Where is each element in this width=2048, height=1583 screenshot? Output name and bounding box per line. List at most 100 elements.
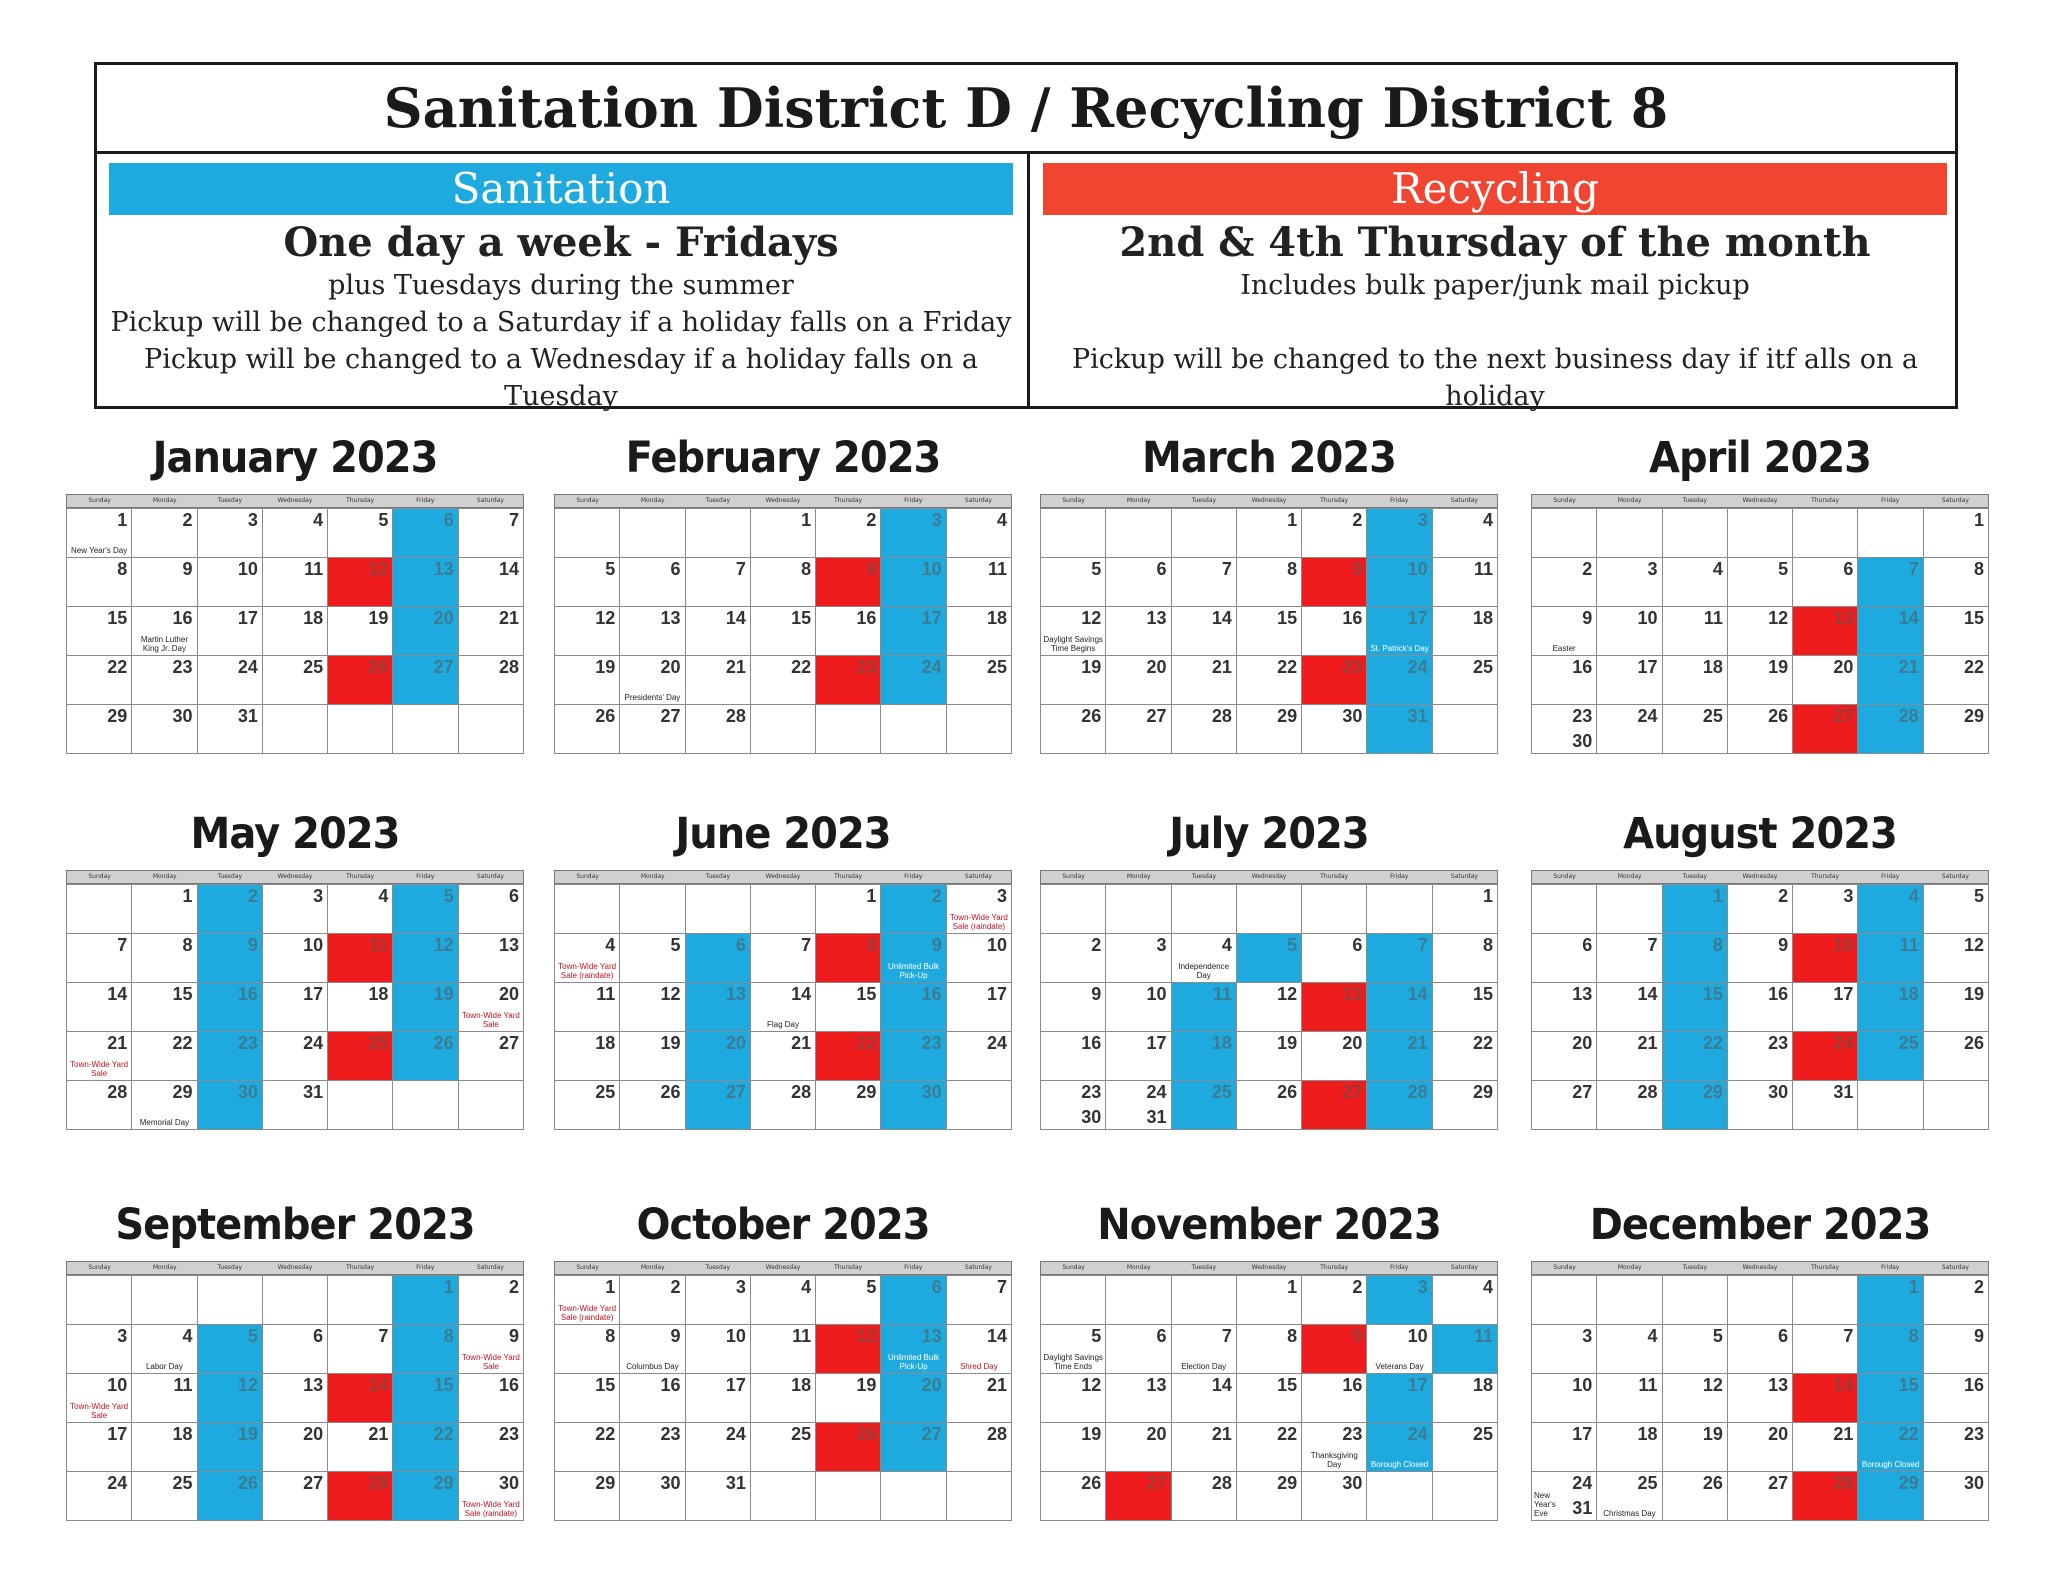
weekday-label: Friday [1881,497,1900,504]
day-number: 9 [508,1326,519,1346]
day-number: 18 [303,608,324,628]
day-number: 8 [801,559,812,579]
day-number: 16 [660,1375,681,1395]
day-number: 19 [237,1424,258,1444]
day-number: 26 [433,1033,454,1053]
day-cell: 3 [1106,934,1172,983]
day-number: 26 [856,1424,877,1444]
day-cell: 4 [946,509,1012,558]
day-number: 9 [931,935,942,955]
day-note: Flag Day [766,1020,799,1029]
day-cell: 1 [1923,509,1989,558]
weekday-label: Tuesday [1682,1264,1708,1271]
day-note: Presidents' Day [624,693,681,702]
day-cell: 7 [328,1325,394,1374]
day-number: 30 [1768,1082,1789,1102]
day-cell: 10 [1106,983,1172,1032]
day-cell: 21 [1793,1423,1859,1472]
day-cell: 10 Town-Wide Yard Sale [67,1374,133,1423]
empty-day-cell [458,705,524,754]
day-cell: 21 [1858,656,1924,705]
day-number: 19 [368,608,389,628]
weekday-header: Sunday Monday Tuesday Wednesday Thursday Frid… [1531,870,1989,884]
month-august: August 2023 Sunday Monday Tuesday Wednesday T… [1531,804,1989,1130]
day-number: 19 [660,1033,681,1053]
month-title: October 2023 [636,1200,930,1250]
day-note: Easter [1552,644,1576,653]
weekday-label: Thursday [1320,873,1349,880]
weekday-label: Saturday [964,1264,992,1271]
day-number: 18 [1211,1033,1232,1053]
day-number: 8 [1482,935,1493,955]
day-number: 25 [1898,1033,1919,1053]
day-cell: 29 [1432,1081,1498,1130]
month-may: May 2023 Sunday Monday Tuesday Wednesday Thur… [66,804,524,1130]
weekday-label: Wednesday [1251,873,1287,880]
day-number: 13 [303,1375,324,1395]
empty-day-cell [328,1081,394,1130]
day-cell: 12 [197,1374,263,1423]
empty-day-cell [393,705,459,754]
day-number: 1 [801,510,812,530]
day-cell: 24 [67,1472,133,1521]
month-january: January 2023 Sunday Monday Tuesday Wednesday… [66,428,524,754]
day-cell: 30 [1302,1472,1368,1521]
day-cell: 17 [1793,983,1859,1032]
day-number: 19 [1081,657,1102,677]
day-number: 2 [866,510,877,530]
day-number: 10 [1407,559,1428,579]
day-cell: 11 [555,983,621,1032]
day-cell: 13 Unlimited Bulk Pick-Up [881,1325,947,1374]
weekday-label: Wednesday [1251,1264,1287,1271]
day-cell: 8 [1923,558,1989,607]
day-cell: 6 [620,558,686,607]
day-number: 5 [1091,1326,1102,1346]
day-cell: 14 [1367,983,1433,1032]
day-number: 4 [1647,1326,1658,1346]
day-number: 16 [1342,1375,1363,1395]
month-grid: 1 Town-Wide Yard Sale (raindate) 2 3 4 5 6 7 8 9 C… [554,1275,1012,1521]
day-number: 17 [986,984,1007,1004]
day-number: 5 [670,935,681,955]
day-number: 18 [1472,608,1493,628]
day-cell: 9 [1923,1325,1989,1374]
weekday-header: Sunday Monday Tuesday Wednesday Thursday Frid… [554,1261,1012,1275]
month-grid: 1 2 3 4 5 6 7 8 9 Easter 10 11 12 13 14 15 16 17 18 19 20 21 2… [1531,508,1989,754]
day-number: 23 [1963,1424,1984,1444]
day-number: 26 [1081,706,1102,726]
day-number: 3 [313,886,324,906]
day-cell: 22 [750,656,817,705]
day-cell: 2 [1727,885,1794,934]
day-number: 11 [1638,1375,1658,1395]
day-number: 27 [1768,1473,1789,1493]
day-number: 7 [378,1326,389,1346]
day-cell: 7 [750,934,817,983]
day-number: 23 [1342,657,1363,677]
day-number: 24 [1146,1082,1167,1102]
empty-day-cell [946,1472,1012,1521]
sanitation-headline: One day a week - Fridays [283,219,839,266]
day-number: 25 [791,1424,812,1444]
day-number: 12 [595,608,616,628]
day-number: 9 [247,935,258,955]
weekday-label: Monday [640,873,665,880]
weekday-label: Monday [1126,873,1151,880]
day-cell: 13 [685,983,751,1032]
day-cell: 29 [816,1081,882,1130]
day-cell: 27 [1106,1472,1172,1521]
day-number: 20 [1146,657,1167,677]
month-grid: 1 2 3 4 5 6 7 8 9 10 11 12 13 14 15 16 17 18 19 20 Town-Wide… [66,884,524,1130]
day-cell: 18 [1432,607,1498,656]
day-number: 15 [1472,984,1493,1004]
weekday-header: Sunday Monday Tuesday Wednesday Thursday Frid… [1531,1261,1989,1275]
day-number: 10 [1572,1375,1593,1395]
day-number: 10 [1146,984,1167,1004]
day-number: 16 [1081,1033,1102,1053]
day-cell: 28 [946,1423,1012,1472]
weekday-label: Sunday [1553,1264,1576,1271]
day-number: 17 [1146,1033,1167,1053]
day-cell: 13 [1793,607,1859,656]
day-cell: 10 [1532,1374,1598,1423]
day-cell: 16 [1727,983,1794,1032]
day-number: 19 [1963,984,1984,1004]
